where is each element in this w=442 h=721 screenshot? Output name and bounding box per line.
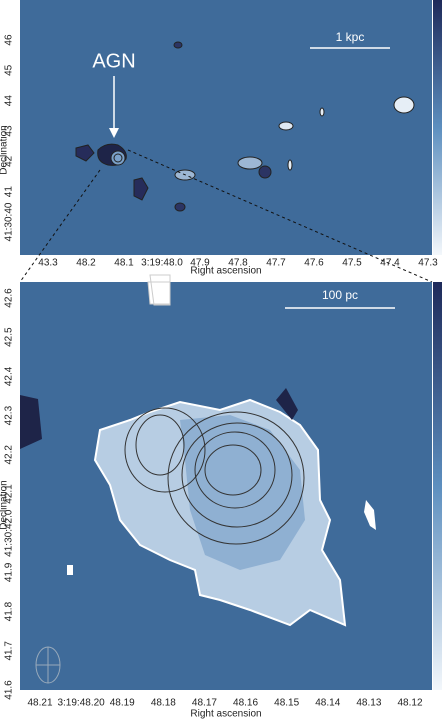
y-tick-label: 41.6 (4, 680, 15, 700)
x-tick-label: 3:19:48.0 (141, 258, 183, 269)
x-axis-label: Right ascension (190, 709, 261, 720)
x-tick-label: 3:19:48.20 (57, 698, 105, 709)
annotation: AGN (92, 50, 135, 72)
y-tick-label: 42.4 (4, 366, 15, 386)
y-tick-label: 44 (4, 95, 15, 107)
y-tick-label: 42.3 (4, 405, 15, 425)
x-tick-label: 48.13 (356, 698, 381, 709)
y-axis-label: Declination (0, 480, 10, 529)
bottom-colorbar (433, 282, 442, 690)
x-tick-label: 47.5 (342, 258, 362, 269)
x-tick-label: 48.21 (27, 698, 52, 709)
y-tick-label: 46 (4, 34, 15, 46)
y-tick-label: 41.8 (4, 601, 15, 621)
x-tick-label: 47.6 (304, 258, 324, 269)
scale-label: 100 pc (322, 288, 358, 302)
y-tick-label: 42.5 (4, 327, 15, 347)
y-tick-label: 41:30:40 (4, 202, 15, 241)
x-tick-label: 48.1 (114, 258, 134, 269)
x-tick-label: 48.15 (274, 698, 299, 709)
x-tick-label: 48.18 (151, 698, 176, 709)
y-axis-label: Declination (0, 125, 10, 174)
y-tick-label: 42.6 (4, 288, 15, 308)
x-tick-label: 48.17 (192, 698, 217, 709)
x-tick-label: 48.19 (110, 698, 135, 709)
x-tick-label: 48.14 (315, 698, 340, 709)
x-tick-label: 48.2 (76, 258, 96, 269)
x-tick-label: 47.3 (418, 258, 438, 269)
top-image (20, 0, 432, 255)
x-tick-label: 48.16 (233, 698, 258, 709)
figure: 1 kpc AGN 100 pc 43.3 48.2 48.1 3:19:48.0 47… (0, 0, 442, 721)
y-tick-label: 41 (4, 186, 15, 198)
y-tick-label: 41.9 (4, 562, 15, 582)
y-tick-label: 41.7 (4, 641, 15, 661)
scale-label: 1 kpc (336, 30, 365, 44)
x-axis-label: Right ascension (190, 266, 261, 277)
x-tick-label: 48.12 (397, 698, 422, 709)
top-colorbar (433, 0, 442, 255)
x-tick-label: 47.7 (266, 258, 286, 269)
x-tick-label: 43.3 (38, 258, 58, 269)
y-tick-label: 45 (4, 64, 15, 76)
x-tick-label: 47.4 (380, 258, 400, 269)
y-tick-label: 42.2 (4, 445, 15, 465)
